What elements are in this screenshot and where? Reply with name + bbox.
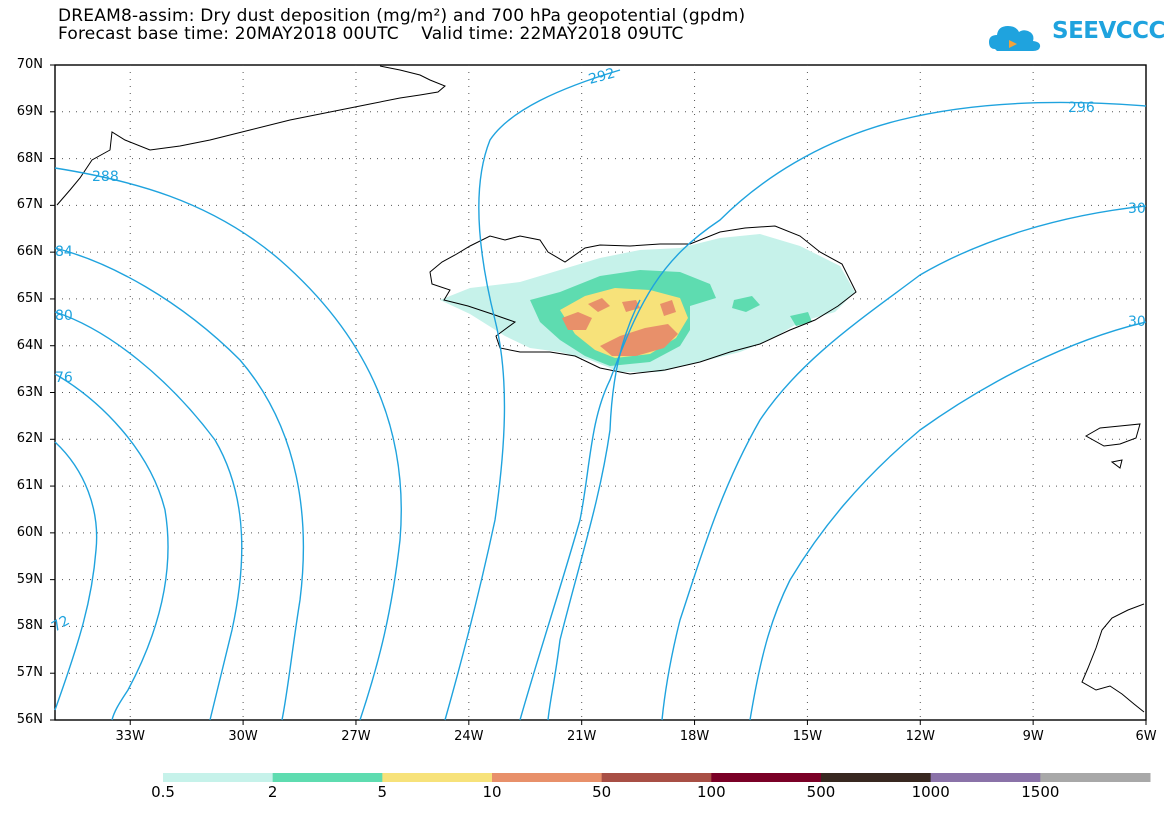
colorbar-label: 10	[482, 783, 502, 801]
latitude-label: 62N	[16, 431, 43, 447]
longitude-label: 15W	[792, 729, 823, 744]
latitude-label: 58N	[16, 618, 43, 634]
dust-band-2c	[790, 312, 812, 326]
latitude-label: 60N	[16, 524, 43, 540]
contour-label: 84	[55, 244, 73, 260]
map-title: DREAM8-assim: Dry dust deposition (mg/m²…	[58, 6, 746, 26]
colorbar-label: 1500	[1021, 783, 1060, 801]
geopotential-contours	[54, 69, 1147, 721]
longitude-label: 9W	[1022, 729, 1044, 744]
contour-280	[54, 311, 243, 721]
cloud-logo-icon	[989, 26, 1041, 51]
longitude-label: 33W	[115, 729, 145, 744]
colorbar-label: 5	[377, 783, 388, 801]
axis-ticks	[50, 64, 1147, 725]
latitude-label: 67N	[16, 197, 43, 213]
contour-292	[444, 69, 621, 721]
coastlines	[56, 65, 1145, 713]
dust-band-10b	[588, 298, 610, 312]
colorbar-label: 2	[267, 783, 278, 801]
latitude-label: 70N	[16, 57, 43, 72]
longitude-label: 18W	[679, 729, 710, 744]
contour-296	[519, 101, 1147, 721]
colorbar-label: 1000	[911, 783, 950, 801]
contour-300	[661, 205, 1147, 721]
graticule	[55, 65, 1146, 720]
contour-272	[54, 441, 98, 711]
faroe-coast	[1084, 423, 1141, 469]
contour-label: 80	[55, 308, 73, 324]
latitude-label: 59N	[16, 571, 43, 587]
contour-label: 30	[1128, 314, 1146, 330]
longitude-label: 30W	[228, 729, 258, 744]
colorbar-label: 500	[806, 783, 836, 801]
longitude-label: 6W	[1135, 729, 1157, 744]
contour-276	[54, 373, 169, 721]
contour-288	[54, 167, 402, 721]
logo-text: SEEVCCC	[1052, 18, 1165, 44]
dust-band-10e	[600, 324, 678, 356]
latitude-label: 63N	[16, 384, 43, 400]
iceland-coast	[429, 225, 857, 375]
latitude-label: 61N	[16, 478, 43, 494]
contour-284	[54, 247, 305, 721]
longitude-label: 21W	[566, 729, 597, 744]
dust-band-10d	[660, 300, 676, 316]
dust-band-2b	[732, 296, 760, 312]
forecast-time-line: Forecast base time: 20MAY2018 00UTC Vali…	[58, 24, 684, 44]
latitude-label: 56N	[16, 712, 43, 727]
contour-label: 296	[1068, 100, 1095, 116]
contour-label: 30	[1128, 201, 1146, 217]
contour-labels: 288 292 296 84 80 76 72 30 30	[49, 65, 1146, 635]
map-frame	[54, 64, 1147, 721]
latitude-label: 64N	[16, 337, 43, 353]
longitude-label: 27W	[341, 729, 371, 744]
colorbar-label: 100	[697, 783, 726, 801]
contour-label: 76	[55, 370, 73, 386]
latitude-label: 66N	[16, 244, 43, 260]
dust-field	[440, 234, 855, 372]
longitude-label: 24W	[454, 729, 484, 744]
latitude-label: 57N	[16, 665, 43, 681]
dust-band-10a	[562, 312, 592, 330]
latitude-label: 68N	[16, 150, 43, 166]
scotland-coast	[1081, 603, 1145, 713]
colorbar-label: 0.5	[151, 783, 175, 801]
latitude-label: 69N	[16, 103, 43, 119]
contour-label: 288	[92, 169, 119, 185]
greenland-coast	[56, 65, 446, 206]
latitude-label: 65N	[16, 290, 43, 306]
contour-label: 292	[587, 65, 617, 87]
contour-304	[749, 321, 1147, 721]
longitude-label: 12W	[905, 729, 935, 744]
colorbar-label: 50	[592, 783, 612, 801]
contour-294	[547, 299, 641, 721]
contour-label: 72	[49, 613, 72, 636]
